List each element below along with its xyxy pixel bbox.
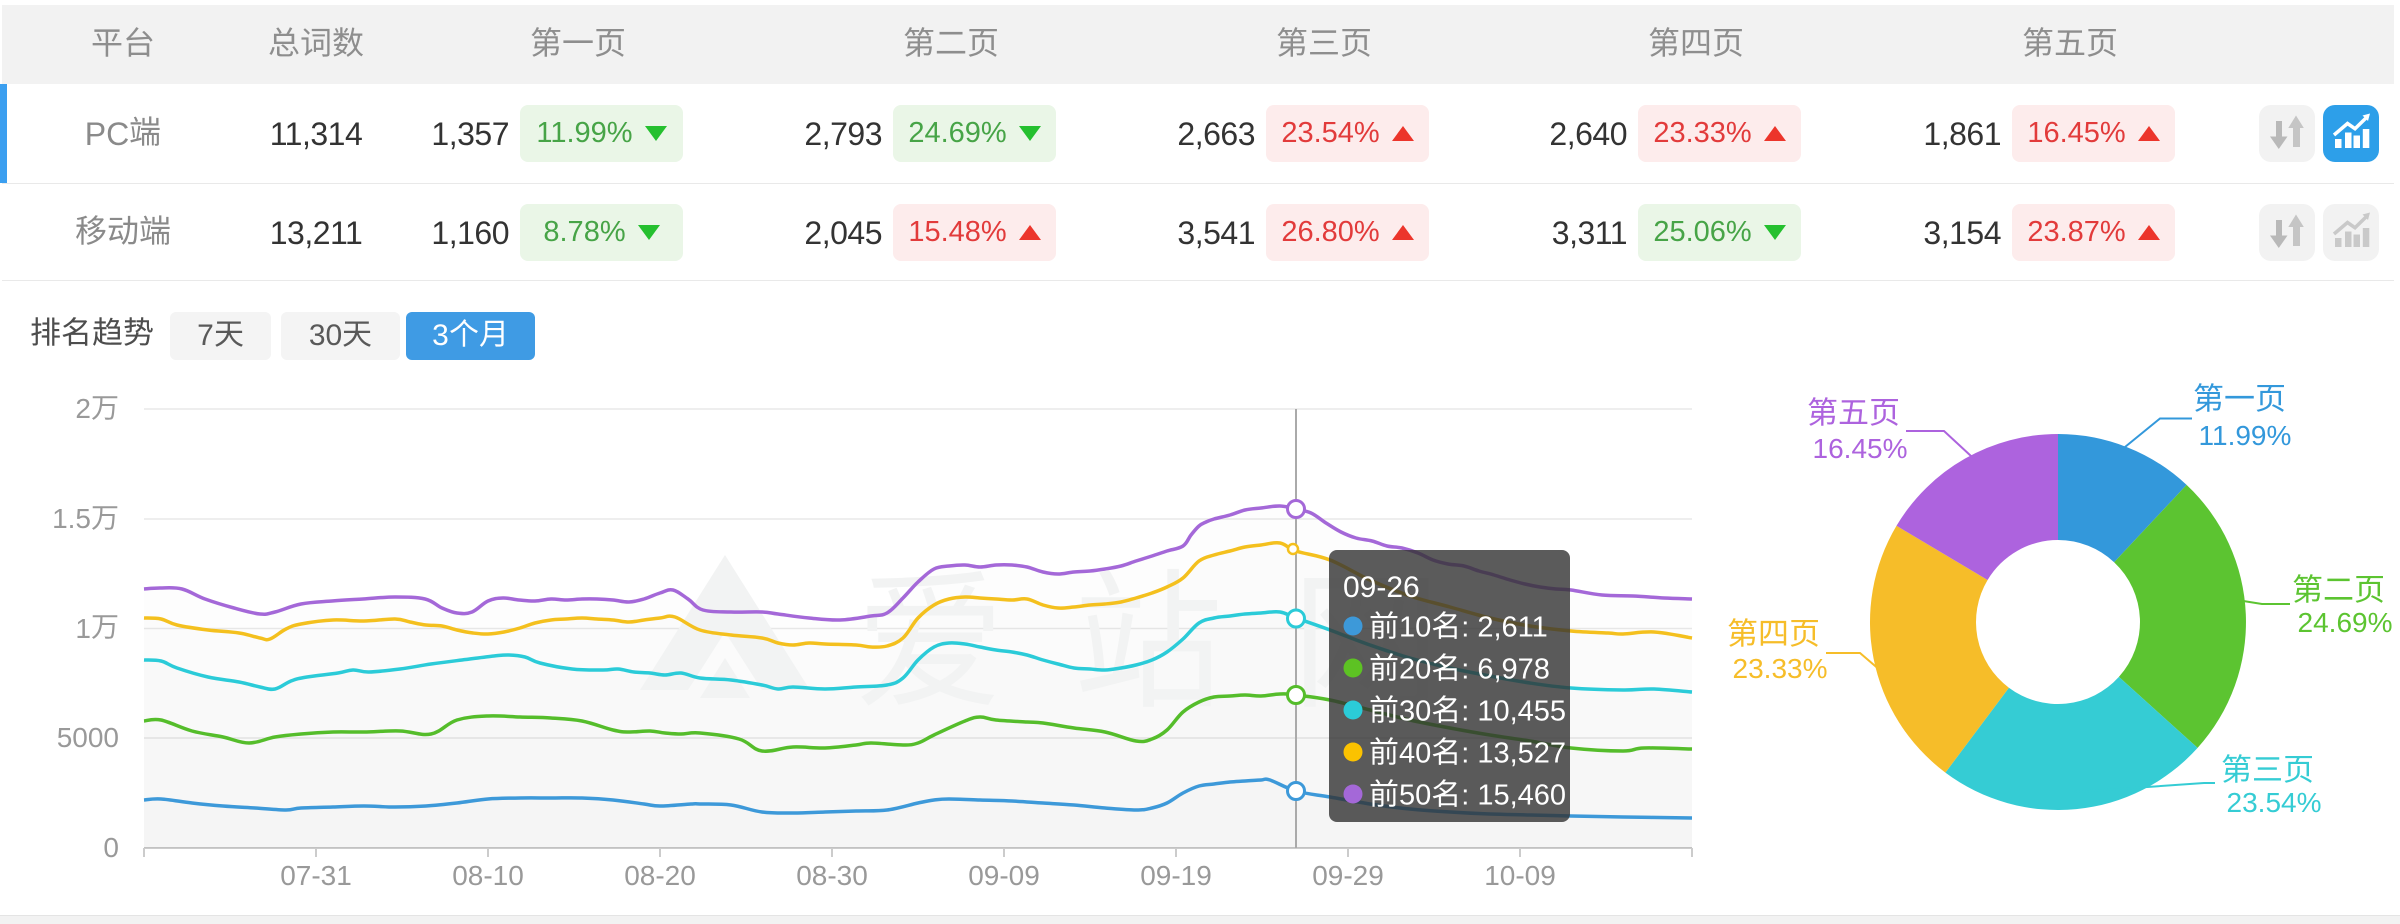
svg-text:10: 10: [1399, 612, 1431, 644]
svg-text:50: 50: [1399, 780, 1431, 812]
svg-text:: 2,611: : 2,611: [1461, 612, 1548, 644]
svg-text:09-26: 09-26: [1343, 571, 1420, 604]
svg-text:30: 30: [1399, 696, 1431, 728]
svg-text:: 13,527: : 13,527: [1461, 738, 1566, 770]
svg-text:: 6,978: : 6,978: [1461, 654, 1550, 686]
svg-text:20: 20: [1399, 654, 1431, 686]
svg-text:40: 40: [1399, 738, 1431, 770]
svg-text:: 10,455: : 10,455: [1461, 696, 1566, 728]
svg-text:: 15,460: : 15,460: [1461, 780, 1566, 812]
